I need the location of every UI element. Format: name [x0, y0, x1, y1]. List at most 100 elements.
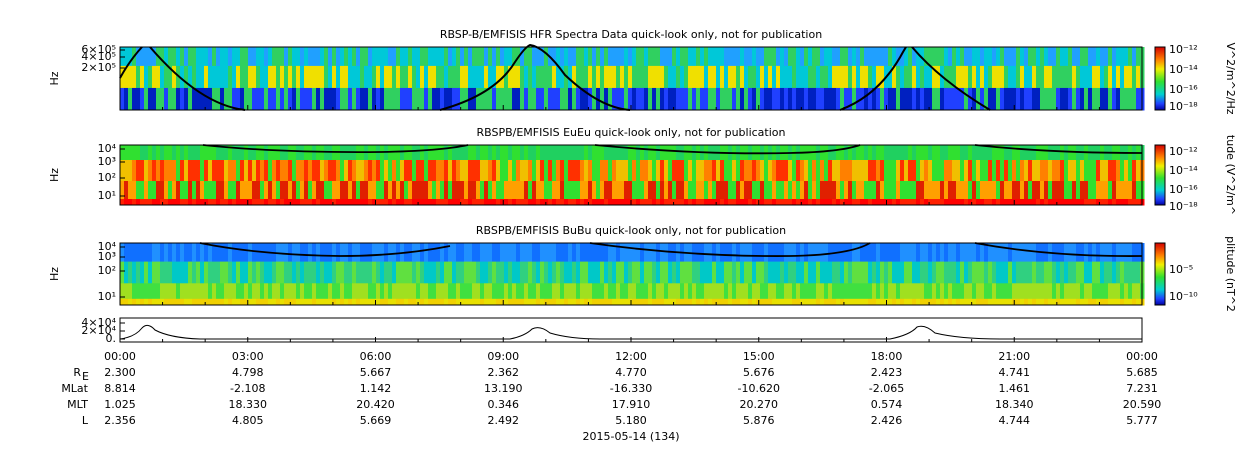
spectrogram-cell [124, 160, 129, 182]
spectrogram-cell [992, 243, 997, 263]
spectrogram-cell [932, 65, 937, 89]
spectrogram-cell [652, 145, 657, 161]
spectrogram-cell [852, 261, 857, 284]
spectrogram-cell [308, 87, 313, 111]
spectrogram-cell [988, 47, 993, 67]
spectrogram-cell [264, 199, 269, 206]
spectrogram-cell [504, 160, 509, 182]
spectrogram-cell [1068, 145, 1073, 161]
spectrogram-cell [548, 160, 553, 182]
spectrogram-cell [1092, 87, 1097, 111]
spectrogram-cell [960, 65, 965, 89]
spectrogram-cell [432, 65, 437, 89]
spectrogram-cell [756, 283, 761, 300]
spectrogram-cell [820, 160, 825, 182]
spectrogram-cell [948, 199, 953, 206]
spectrogram-cell [304, 199, 309, 206]
spectrogram-cell [208, 145, 213, 161]
spectrogram-cell [260, 283, 265, 300]
spectrogram-cell [164, 65, 169, 89]
spectrogram-cell [764, 283, 769, 300]
spectrogram-cell [392, 145, 397, 161]
spectrogram-cell [416, 243, 421, 263]
spectrogram-cell [440, 298, 445, 306]
spectrogram-cell [784, 243, 789, 263]
spectrogram-cell [532, 261, 537, 284]
spectrogram-cell [440, 181, 445, 200]
spectrogram-cell [660, 283, 665, 300]
spectrogram-cell [204, 87, 209, 111]
spectrogram-cell [612, 181, 617, 200]
spectrogram-cell [812, 47, 817, 67]
spectrogram-cell [444, 261, 449, 284]
spectrogram-cell [972, 145, 977, 161]
spectrogram-cell [728, 261, 733, 284]
spectrogram-cell [888, 65, 893, 89]
spectrogram-cell [1120, 298, 1125, 306]
spectrogram-cell [468, 261, 473, 284]
spectrogram-cell [380, 47, 385, 67]
ephemeris-value: -2.108 [230, 382, 265, 395]
spectrogram-cell [944, 160, 949, 182]
spectrogram-cell [1064, 243, 1069, 263]
spectrogram-cell [256, 261, 261, 284]
spectrogram-cell [392, 65, 397, 89]
spectrogram-cell [1084, 160, 1089, 182]
spectrogram-cell [640, 298, 645, 306]
spectrogram-cell [912, 243, 917, 263]
spectrogram-cell [748, 160, 753, 182]
spectrogram-cell [968, 243, 973, 263]
spectrogram-cell [948, 243, 953, 263]
spectrogram-cell [780, 65, 785, 89]
spectrogram-cell [124, 181, 129, 200]
spectrogram-cell [900, 160, 905, 182]
spectrogram-cell [916, 298, 921, 306]
spectrogram-cell [464, 160, 469, 182]
spectrogram-cell [896, 160, 901, 182]
spectrogram-cell [348, 160, 353, 182]
spectrogram-cell [596, 261, 601, 284]
spectrogram-cell [212, 160, 217, 182]
spectrogram-cell [888, 283, 893, 300]
spectrogram-cell [868, 160, 873, 182]
spectrogram-cell [612, 283, 617, 300]
spectrogram-cell [348, 283, 353, 300]
spectrogram-cell [1024, 199, 1029, 206]
spectrogram-cell [736, 160, 741, 182]
spectrogram-cell [564, 145, 569, 161]
spectrogram-cell [308, 261, 313, 284]
spectrogram-cell [564, 298, 569, 306]
spectrogram-cell [896, 283, 901, 300]
spectrogram-cell [1008, 283, 1013, 300]
spectrogram-cell [984, 145, 989, 161]
spectrogram-cell [456, 199, 461, 206]
spectrogram-cell [156, 298, 161, 306]
spectrogram-cell [504, 145, 509, 161]
spectrogram-cell [1096, 283, 1101, 300]
spectrogram-cell [304, 145, 309, 161]
spectrogram-cell [628, 298, 633, 306]
spectrogram-cell [668, 65, 673, 89]
spectrogram-cell [1112, 283, 1117, 300]
spectrogram-cell [1124, 87, 1129, 111]
spectrogram-cell [948, 145, 953, 161]
spectrogram-cell [588, 145, 593, 161]
spectrogram-cell [276, 199, 281, 206]
spectrogram-cell [324, 283, 329, 300]
ephemeris-value: 18.340 [995, 398, 1034, 411]
spectrogram-cell [464, 65, 469, 89]
spectrogram-cell [248, 65, 253, 89]
ephemeris-value: 2.300 [104, 366, 136, 379]
spectrogram-cell [1132, 261, 1137, 284]
spectrogram-cell [144, 243, 149, 263]
spectrogram-cell [240, 160, 245, 182]
spectrogram-cell [144, 181, 149, 200]
spectrogram-cell [732, 65, 737, 89]
spectrogram-cell [140, 160, 145, 182]
spectrogram-cell [252, 87, 257, 111]
spectrogram-cell [960, 298, 965, 306]
spectrogram-cell [752, 87, 757, 111]
spectrogram-cell [128, 181, 133, 200]
spectrogram-cell [828, 181, 833, 200]
l-shell-line [119, 324, 1142, 340]
